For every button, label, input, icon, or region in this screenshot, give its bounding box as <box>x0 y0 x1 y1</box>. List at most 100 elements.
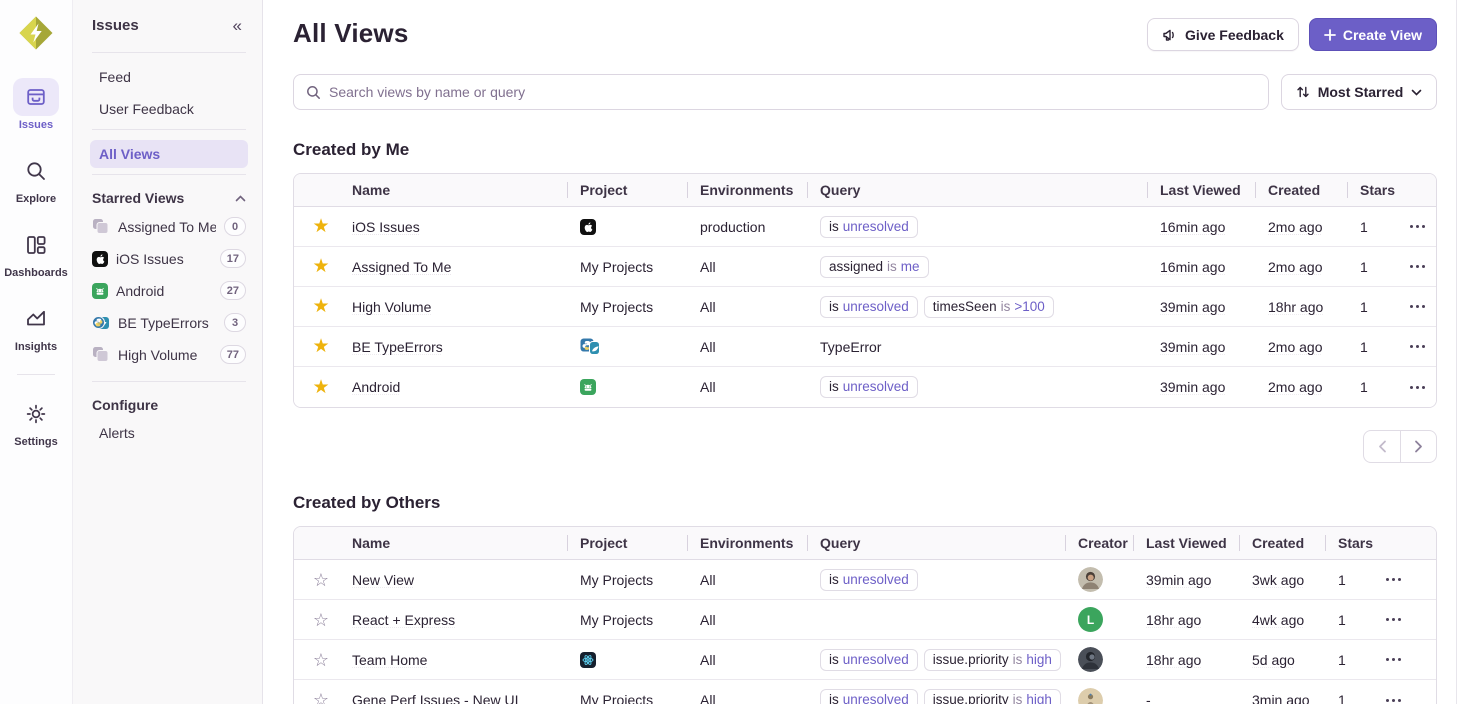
creator-avatar: L <box>1078 607 1103 632</box>
star-filled-icon[interactable]: ★ <box>312 217 330 236</box>
col-environments: Environments <box>696 182 816 198</box>
nav-rail-item-dashboards[interactable]: Dashboards <box>4 226 68 279</box>
created-cell: 18hr ago <box>1268 298 1324 315</box>
query-token: timesSeen is >100 <box>923 295 1054 318</box>
sidebar-item-alerts[interactable]: Alerts <box>99 425 135 441</box>
divider <box>92 381 246 382</box>
prev-page-button[interactable] <box>1364 431 1400 462</box>
collapse-sidebar-icon[interactable]: « <box>232 16 242 35</box>
more-actions-button[interactable] <box>1406 380 1429 395</box>
table-header-row: Name Project Environments Query Last Vie… <box>294 174 1436 207</box>
search-input[interactable] <box>329 84 1256 100</box>
sidebar-item-user-feedback[interactable]: User Feedback <box>99 101 194 117</box>
sidebar-item-android[interactable]: Android 27 <box>90 276 248 305</box>
star-filled-icon[interactable]: ★ <box>312 297 330 316</box>
star-button: ★ <box>294 257 348 276</box>
environments-cell: All <box>700 379 716 395</box>
view-name-link[interactable]: Team Home <box>352 651 428 668</box>
col-created: Created <box>1248 535 1334 551</box>
col-last-viewed: Last Viewed <box>1142 535 1248 551</box>
more-actions-button[interactable] <box>1382 572 1405 587</box>
search-box[interactable] <box>293 74 1269 110</box>
count-badge: 0 <box>224 217 246 236</box>
last-viewed-cell: 18hr ago <box>1146 651 1202 668</box>
creator-cell <box>1074 687 1142 704</box>
give-feedback-button[interactable]: Give Feedback <box>1147 18 1299 51</box>
stars-count: 1 <box>1360 379 1368 395</box>
stars-count: 1 <box>1338 611 1346 628</box>
more-actions-button[interactable] <box>1382 693 1405 704</box>
sidebar-item-assigned-to-me[interactable]: Assigned To Me 0 <box>90 212 248 241</box>
star-filled-icon[interactable]: ★ <box>312 257 330 276</box>
table-row: ☆ New View My Projects All is unresolved … <box>294 560 1436 600</box>
star-filled-icon[interactable]: ★ <box>312 337 330 356</box>
view-name-link[interactable]: Gene Perf Issues - New UI <box>352 692 519 704</box>
scrollbar-track[interactable] <box>1456 0 1457 704</box>
query-token: is unresolved <box>820 648 918 671</box>
more-actions-button[interactable] <box>1382 652 1405 667</box>
more-actions-button[interactable] <box>1406 259 1429 274</box>
sidebar-item-ios-issues[interactable]: iOS Issues 17 <box>90 244 248 273</box>
actions-cell <box>1402 219 1436 234</box>
configure-header: Configure <box>92 397 159 413</box>
sort-dropdown[interactable]: Most Starred <box>1281 74 1437 110</box>
view-name-link[interactable]: BE TypeErrors <box>352 338 443 355</box>
star-outline-icon[interactable]: ☆ <box>312 650 330 669</box>
last-viewed-cell: 16min ago <box>1160 258 1226 275</box>
nav-rail-item-insights[interactable]: Insights <box>13 300 59 353</box>
query-cell: is unresolved <box>816 568 1074 591</box>
view-name-link[interactable]: React + Express <box>352 611 456 628</box>
sidebar-item-all-views[interactable]: All Views <box>90 140 248 168</box>
nav-rail-item-settings[interactable]: Settings <box>13 395 59 448</box>
view-name-link[interactable]: Android <box>352 379 401 395</box>
last-viewed-cell: 39min ago <box>1160 338 1226 355</box>
table-row: ★ Assigned To Me My Projects All assigne… <box>294 247 1436 287</box>
rail-divider <box>17 374 55 375</box>
view-name-link[interactable]: iOS Issues <box>352 218 420 235</box>
creator-avatar <box>1078 647 1103 672</box>
nav-rail-item-issues[interactable]: Issues <box>13 78 59 131</box>
actions-cell <box>1378 652 1436 667</box>
more-actions-button[interactable] <box>1382 612 1405 627</box>
created-cell: 2mo ago <box>1268 218 1323 235</box>
table-header-row: Name Project Environments Query Creator … <box>294 527 1436 560</box>
created-cell: 2mo ago <box>1268 338 1323 355</box>
view-name-link[interactable]: Assigned To Me <box>352 258 452 275</box>
table-row: ☆ React + Express My Projects All L 18hr… <box>294 600 1436 640</box>
star-filled-icon[interactable]: ★ <box>312 377 330 397</box>
query-token: is unresolved <box>820 215 918 238</box>
col-environments: Environments <box>696 535 816 551</box>
count-badge: 27 <box>219 281 246 300</box>
created-by-others-table: Name Project Environments Query Creator … <box>293 526 1437 704</box>
nav-rail-label: Explore <box>15 193 57 205</box>
star-outline-icon[interactable]: ☆ <box>312 610 330 629</box>
more-actions-button[interactable] <box>1406 299 1429 314</box>
nav-rail-item-explore[interactable]: Explore <box>13 152 59 205</box>
star-outline-icon[interactable]: ☆ <box>312 691 330 704</box>
environments-cell: All <box>700 571 716 588</box>
table-row: ☆ Team Home All is unresolved issue.prior… <box>294 640 1436 680</box>
col-created: Created <box>1264 182 1356 198</box>
environments-cell: production <box>700 218 766 235</box>
view-name-link[interactable]: High Volume <box>352 298 432 315</box>
col-project: Project <box>576 535 696 551</box>
sidebar-item-high-volume[interactable]: High Volume 77 <box>90 340 248 369</box>
sentry-logo[interactable] <box>17 14 55 52</box>
star-outline-icon[interactable]: ☆ <box>312 570 330 589</box>
view-name-link[interactable]: New View <box>352 571 414 588</box>
sidebar-item-feed[interactable]: Feed <box>99 69 131 85</box>
project-cell: My Projects <box>580 571 654 588</box>
query-token: assigned is me <box>820 255 929 278</box>
table-row: ☆ Gene Perf Issues - New UI My Projects … <box>294 680 1436 704</box>
more-actions-button[interactable] <box>1406 339 1429 354</box>
python-teal-stack-icon <box>580 338 600 355</box>
stars-count: 1 <box>1360 258 1368 275</box>
more-actions-button[interactable] <box>1406 219 1429 234</box>
chevron-up-icon[interactable] <box>235 194 246 202</box>
create-view-button[interactable]: Create View <box>1308 18 1437 51</box>
project-cell <box>576 218 696 235</box>
sidebar-item-be-typeerrors[interactable]: BE TypeErrors 3 <box>90 308 248 337</box>
query-cell: is unresolved issue.priority is high <box>816 689 1074 704</box>
next-page-button[interactable] <box>1400 431 1436 462</box>
query-token: is unresolved <box>820 689 918 704</box>
